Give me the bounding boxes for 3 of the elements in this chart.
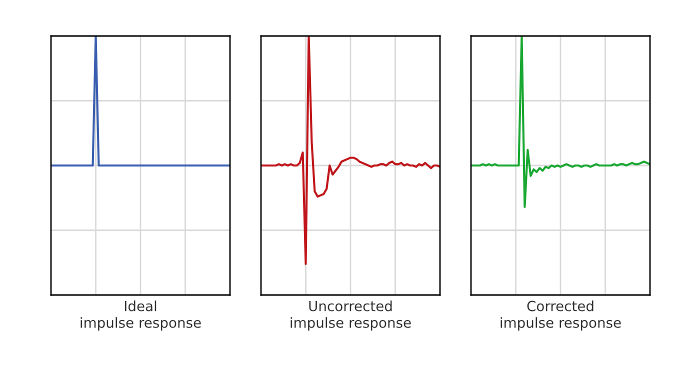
x-axis-title: Ideal impulse response: [80, 300, 201, 331]
x-axis-title: Corrected impulse response: [500, 300, 621, 331]
x-axis-title: Uncorrected impulse response: [290, 300, 411, 331]
